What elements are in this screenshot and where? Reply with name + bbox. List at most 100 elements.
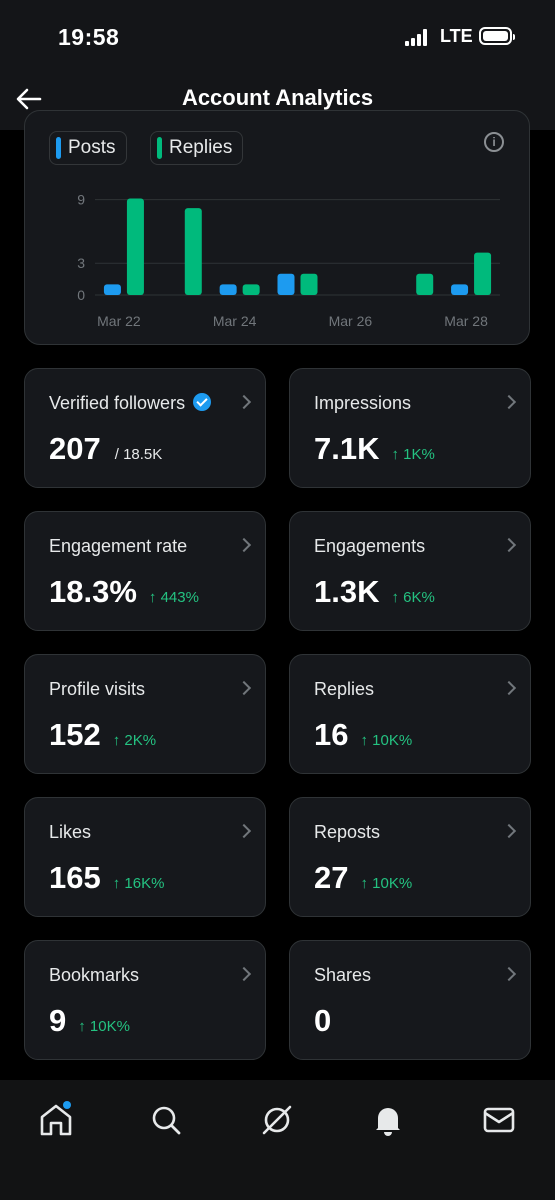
metric-card-engagement-rate[interactable]: Engagement rate 18.3% ↑ 443% bbox=[24, 511, 266, 631]
metric-label: Bookmarks bbox=[49, 965, 139, 986]
metric-label-text: Bookmarks bbox=[49, 965, 140, 985]
status-bar: 19:58 LTE bbox=[0, 0, 555, 70]
metric-card-shares[interactable]: Shares 0 bbox=[289, 940, 531, 1060]
metric-card-likes[interactable]: Likes 165 ↑ 16K% bbox=[24, 797, 266, 917]
metric-value-row: 18.3% ↑ 443% bbox=[49, 574, 199, 610]
metric-value-row: 152 ↑ 2K% bbox=[49, 717, 156, 753]
metric-label: Reposts bbox=[314, 822, 380, 843]
status-time: 19:58 bbox=[58, 24, 120, 50]
metric-label-text: Reposts bbox=[314, 822, 381, 842]
metric-card-reposts[interactable]: Reposts 27 ↑ 10K% bbox=[289, 797, 531, 917]
legend-posts[interactable]: Posts bbox=[49, 131, 127, 165]
metric-value-row: 1.3K ↑ 6K% bbox=[314, 574, 435, 610]
metric-change: ↑ 10K% bbox=[78, 1018, 130, 1035]
metric-change: ↑ 10K% bbox=[360, 732, 413, 749]
metric-change: ↑ 2K% bbox=[112, 732, 157, 749]
metric-label-text: Engagements bbox=[314, 536, 426, 556]
metric-value-row: 165 ↑ 16K% bbox=[49, 860, 164, 896]
metric-label-text: Impressions bbox=[314, 393, 412, 413]
bar-replies-mar-22[interactable] bbox=[126, 198, 144, 295]
metric-label: Profile visits bbox=[49, 679, 145, 700]
metric-value: 27 bbox=[314, 860, 349, 895]
metric-value-row: 9 ↑ 10K% bbox=[49, 1003, 130, 1039]
chevron-right-icon bbox=[501, 680, 517, 696]
metric-label-text: Engagement rate bbox=[49, 536, 188, 556]
activity-chart: 0 3 9 Mar 22 Mar 24 Mar 26 Mar 28 bbox=[77, 192, 500, 329]
bar-posts-mar-28[interactable] bbox=[451, 284, 469, 295]
metric-value-row: 0 bbox=[314, 1003, 331, 1039]
metric-change: ↑ 1K% bbox=[391, 446, 435, 463]
metric-card-verified-followers[interactable]: Verified followers 207 / 18.5K bbox=[24, 368, 266, 488]
chevron-right-icon bbox=[501, 823, 517, 839]
metric-change: ↑ 443% bbox=[148, 589, 199, 606]
metric-label-text: Profile visits bbox=[49, 679, 146, 699]
x-tick-label: Mar 28 bbox=[444, 313, 488, 329]
x-tick-label: Mar 24 bbox=[213, 313, 257, 329]
info-icon[interactable]: i bbox=[484, 132, 504, 152]
chevron-right-icon bbox=[236, 537, 252, 553]
bar-replies-mar-28[interactable] bbox=[474, 252, 492, 295]
x-tick-label: Mar 22 bbox=[97, 313, 141, 329]
metric-label: Replies bbox=[314, 679, 374, 700]
metric-label: Engagement rate bbox=[49, 536, 187, 557]
metric-label: Impressions bbox=[314, 393, 411, 414]
metric-label-text: Likes bbox=[49, 822, 92, 842]
metric-card-replies[interactable]: Replies 16 ↑ 10K% bbox=[289, 654, 531, 774]
replies-swatch bbox=[157, 137, 162, 159]
chevron-right-icon bbox=[501, 537, 517, 553]
metric-label-text: Shares bbox=[314, 965, 372, 985]
x-tick-label: Mar 26 bbox=[329, 313, 373, 329]
battery-icon bbox=[479, 27, 515, 45]
chevron-right-icon bbox=[236, 966, 252, 982]
metric-card-profile-visits[interactable]: Profile visits 152 ↑ 2K% bbox=[24, 654, 266, 774]
metric-card-impressions[interactable]: Impressions 7.1K ↑ 1K% bbox=[289, 368, 531, 488]
bar-replies-mar-27[interactable] bbox=[416, 273, 434, 295]
metric-subvalue: / 18.5K bbox=[114, 446, 163, 463]
metric-value-row: 27 ↑ 10K% bbox=[314, 860, 412, 896]
chevron-right-icon bbox=[236, 394, 252, 410]
metric-card-engagements[interactable]: Engagements 1.3K ↑ 6K% bbox=[289, 511, 531, 631]
metric-value: 1.3K bbox=[314, 574, 380, 609]
back-arrow-icon[interactable] bbox=[14, 84, 44, 114]
bar-posts-mar-24[interactable] bbox=[219, 284, 237, 295]
messages-icon[interactable] bbox=[477, 1098, 521, 1142]
metric-change: ↑ 6K% bbox=[391, 589, 435, 606]
bar-replies-mar-24[interactable] bbox=[242, 284, 260, 295]
bar-posts-mar-22[interactable] bbox=[103, 284, 121, 295]
metric-value: 165 bbox=[49, 860, 101, 895]
bar-replies-mar-23[interactable] bbox=[184, 208, 202, 295]
y-tick-label: 0 bbox=[77, 287, 85, 303]
metric-value: 9 bbox=[49, 1003, 67, 1038]
metric-value-row: 7.1K ↑ 1K% bbox=[314, 431, 435, 467]
y-tick-label: 9 bbox=[77, 192, 85, 208]
search-icon[interactable] bbox=[144, 1098, 188, 1142]
bar-replies-mar-25[interactable] bbox=[300, 273, 318, 295]
chevron-right-icon bbox=[501, 966, 517, 982]
metric-change: ↑ 10K% bbox=[360, 875, 413, 892]
posts-swatch bbox=[56, 137, 61, 159]
bar-posts-mar-25[interactable] bbox=[277, 273, 295, 295]
metric-label: Verified followers bbox=[49, 393, 212, 414]
legend-replies[interactable]: Replies bbox=[150, 131, 244, 165]
page-title: Account Analytics bbox=[181, 85, 374, 110]
verified-badge-icon bbox=[193, 393, 212, 411]
metric-value-row: 207 / 18.5K bbox=[49, 431, 162, 467]
bottom-nav bbox=[0, 1080, 555, 1200]
metric-change: ↑ 16K% bbox=[112, 875, 165, 892]
home-icon[interactable] bbox=[34, 1098, 78, 1142]
metric-label: Likes bbox=[49, 822, 91, 843]
grok-icon[interactable] bbox=[255, 1098, 299, 1142]
metric-card-bookmarks[interactable]: Bookmarks 9 ↑ 10K% bbox=[24, 940, 266, 1060]
chevron-right-icon bbox=[501, 394, 517, 410]
network-type: LTE bbox=[440, 26, 473, 46]
notifications-icon[interactable] bbox=[366, 1098, 410, 1142]
y-tick-label: 3 bbox=[77, 255, 85, 271]
metric-value: 7.1K bbox=[314, 431, 380, 466]
metric-value: 18.3% bbox=[49, 574, 137, 609]
chevron-right-icon bbox=[236, 680, 252, 696]
metric-value: 207 bbox=[49, 431, 101, 466]
metric-value: 16 bbox=[314, 717, 349, 752]
metric-value: 0 bbox=[314, 1003, 332, 1038]
metric-label: Engagements bbox=[314, 536, 425, 557]
legend-posts-label: Posts bbox=[68, 137, 116, 158]
